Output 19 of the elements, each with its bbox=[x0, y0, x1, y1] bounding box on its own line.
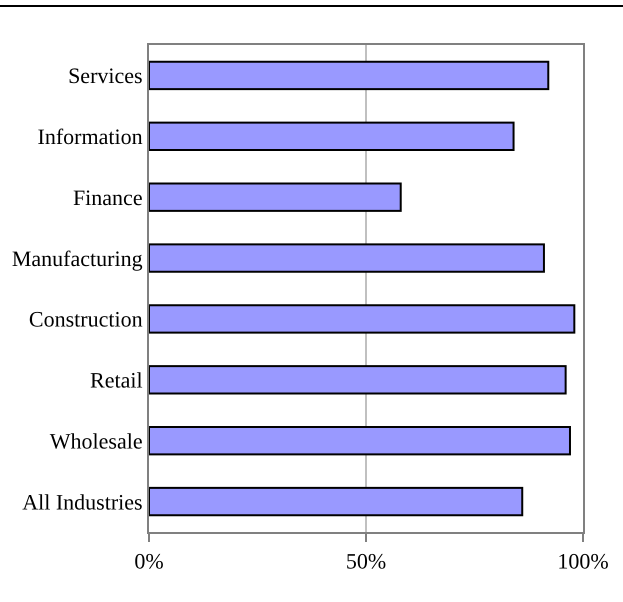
y-tick-label: Finance bbox=[72, 184, 143, 210]
y-tick-label: Manufacturing bbox=[12, 246, 143, 271]
bar bbox=[149, 182, 402, 212]
bar bbox=[149, 122, 515, 152]
y-tick-label: Information bbox=[38, 124, 143, 150]
x-tick-label: 0% bbox=[134, 548, 164, 574]
x-tick-label: 50% bbox=[346, 548, 386, 574]
y-tick-label: Services bbox=[68, 63, 143, 88]
bar bbox=[149, 426, 571, 456]
y-tick-label: Retail bbox=[90, 368, 143, 393]
y-tick-label: All Industries bbox=[22, 489, 143, 514]
bar bbox=[149, 304, 576, 334]
y-tick-label: Construction bbox=[28, 306, 143, 332]
bar bbox=[149, 60, 550, 90]
bar bbox=[149, 365, 567, 395]
bar bbox=[149, 486, 524, 516]
x-tick-label: 100% bbox=[557, 548, 609, 574]
y-tick-label: Wholesale bbox=[50, 428, 143, 454]
bar bbox=[149, 243, 545, 273]
